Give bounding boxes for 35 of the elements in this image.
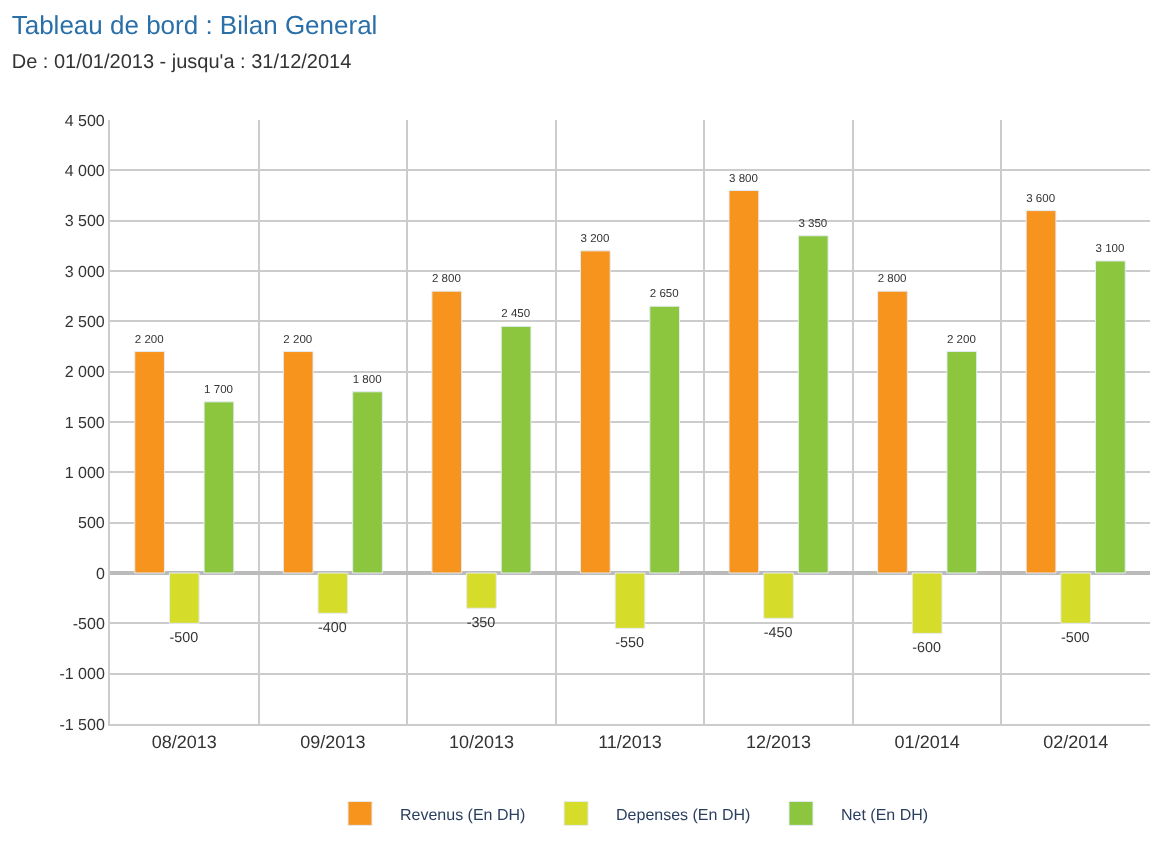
y-tick-label: 4 500 [64,111,106,130]
y-tick-label: 2 500 [64,312,106,331]
bar [797,235,829,574]
legend-label: Revenus (En DH) [400,805,527,824]
x-tick-label: 02/2014 [1043,731,1109,752]
y-tick-label: -500 [72,614,106,633]
bar [1095,260,1126,574]
y-tick-label: 3 500 [64,212,106,231]
y-tick-label: -1 500 [59,715,106,734]
bar [466,572,497,609]
bar [134,351,165,574]
y-tick-label: 2 000 [64,363,106,382]
x-tick-label: 10/2013 [448,731,514,752]
y-tick-label: 1 000 [64,463,106,482]
x-tick-label: 08/2013 [151,731,217,752]
y-tick-label: 4 000 [64,161,106,180]
chart-subtitle: De : 01/01/2013 - jusqu'a : 31/12/2014 [11,52,353,75]
legend-label: Depenses (En DH) [616,805,751,824]
bar [763,572,794,619]
x-tick-label: 12/2013 [746,731,812,752]
chart-title: Tableau de bord : Bilan General [11,10,378,41]
y-tick-label: 500 [78,514,106,533]
x-tick-label: 01/2014 [894,731,960,752]
y-tick-label: 1 500 [64,413,106,432]
y-tick-label: 0 [95,564,106,583]
legend-label: Net (En DH) [840,805,929,824]
bar [431,290,463,574]
y-tick-label: 3 000 [64,262,106,281]
bar [352,391,383,574]
x-tick-label: 11/2013 [598,731,662,752]
x-tick-label: 09/2013 [300,731,366,752]
y-tick-label: -1 000 [59,665,106,684]
bar [500,325,532,574]
bar [728,189,760,574]
bar [877,290,908,574]
